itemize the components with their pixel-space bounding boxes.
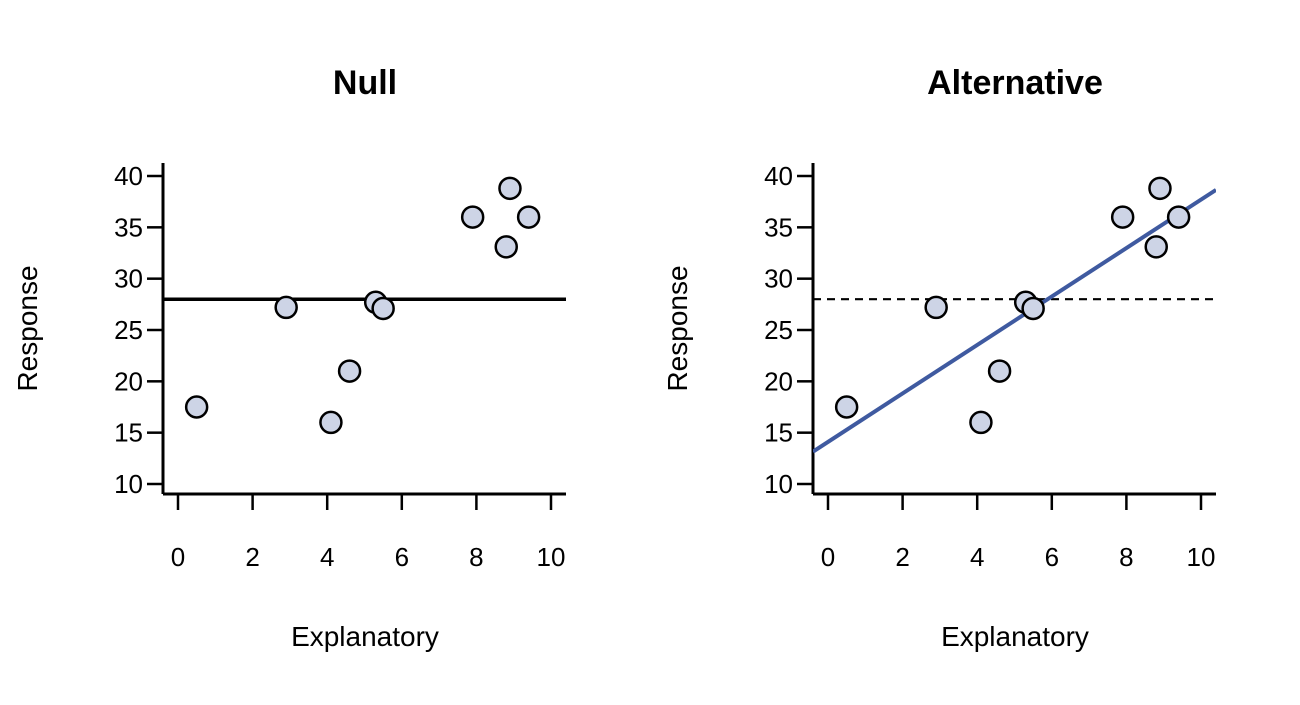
chart-title: Null <box>333 64 397 102</box>
data-point <box>1110 205 1135 229</box>
y-tick-label: 25 <box>114 315 143 345</box>
x-tick-label: 2 <box>245 542 259 572</box>
panel-1: Null 10 15 20 25 30 35 40 0 2 4 6 8 10 Explanatory Resp… <box>12 64 566 652</box>
y-tick-label: 40 <box>114 161 143 191</box>
data-point <box>969 410 993 435</box>
data-point <box>274 295 298 320</box>
y-axis-label: Response <box>12 265 43 391</box>
x-axis-label: Explanatory <box>941 621 1089 652</box>
x-tick-label: 8 <box>469 542 483 572</box>
y-tick-label: 15 <box>764 418 793 448</box>
y-tick-label: 40 <box>764 161 793 191</box>
data-point <box>494 235 518 259</box>
data-point <box>337 359 362 383</box>
data-point <box>834 395 859 419</box>
data-point <box>1021 296 1045 321</box>
data-point <box>371 296 395 321</box>
x-tick-label: 6 <box>395 542 409 572</box>
y-axis-label: Response <box>662 265 693 391</box>
data-point <box>924 295 948 320</box>
x-tick-label: 0 <box>821 542 835 572</box>
reference-lines <box>813 188 1216 454</box>
data-point <box>184 395 209 419</box>
x-tick-label: 0 <box>171 542 185 572</box>
x-tick-label: 10 <box>537 542 566 572</box>
y-tick-label: 25 <box>764 315 793 345</box>
y-tick-label: 30 <box>764 264 793 294</box>
data-point <box>516 205 541 229</box>
data-point <box>987 359 1012 383</box>
x-tick-label: 4 <box>970 542 984 572</box>
data-point <box>1166 205 1191 229</box>
x-tick-label: 4 <box>320 542 334 572</box>
x-tick-label: 10 <box>1187 542 1216 572</box>
y-tick-label: 30 <box>114 264 143 294</box>
y-tick-label: 20 <box>764 366 793 396</box>
data-point <box>1144 235 1168 259</box>
y-tick-label: 35 <box>114 212 143 242</box>
data-point <box>498 176 522 201</box>
x-tick-label: 6 <box>1045 542 1059 572</box>
y-tick-label: 20 <box>114 366 143 396</box>
x-tick-label: 8 <box>1119 542 1133 572</box>
panel-2: Alternative 10 15 20 25 30 35 40 0 2 4 6 8 10 Explanat… <box>662 64 1216 652</box>
data-point <box>460 205 485 229</box>
regression-line <box>813 188 1216 454</box>
y-tick-label: 10 <box>764 469 793 499</box>
y-tick-label: 35 <box>764 212 793 242</box>
y-tick-label: 10 <box>114 469 143 499</box>
data-point <box>1148 176 1172 201</box>
x-tick-label: 2 <box>895 542 909 572</box>
data-point <box>319 410 343 435</box>
x-axis-label: Explanatory <box>291 621 439 652</box>
y-tick-label: 15 <box>114 418 143 448</box>
chart-title: Alternative <box>927 64 1103 102</box>
